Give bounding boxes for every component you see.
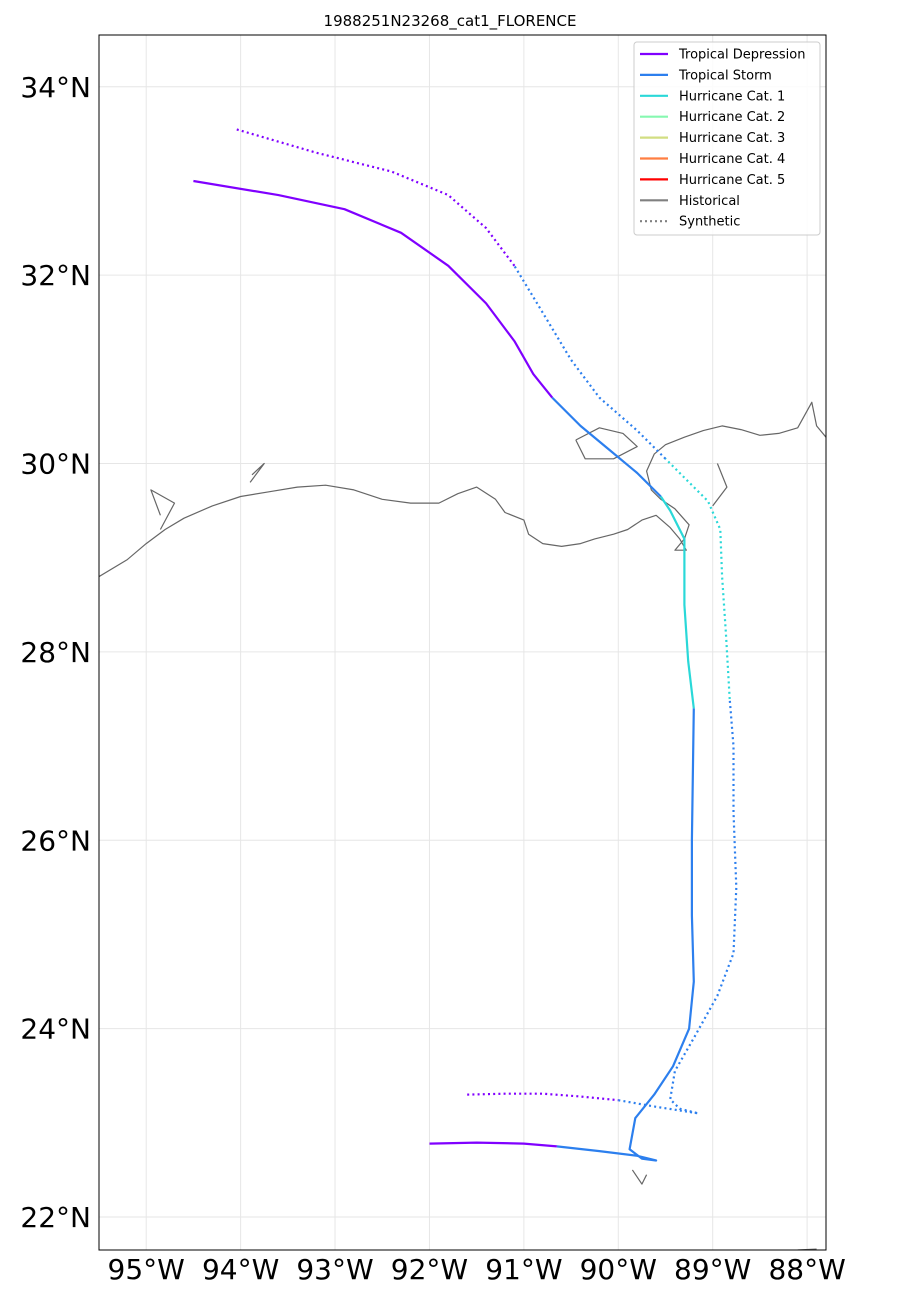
coastline [713, 464, 727, 506]
coastline [99, 402, 826, 576]
track-segment-synthetic-cat1 [666, 459, 730, 699]
lat-tick-label: 32°N [20, 259, 91, 292]
lat-tick-label: 26°N [20, 824, 91, 857]
lon-tick-label: 95°W [108, 1253, 185, 1286]
lat-tick-label: 22°N [20, 1201, 91, 1234]
legend-label: Hurricane Cat. 1 [679, 89, 785, 104]
lon-tick-label: 92°W [391, 1253, 468, 1286]
lat-tick-label: 24°N [20, 1013, 91, 1046]
lon-tick-label: 90°W [580, 1253, 657, 1286]
legend-label: Tropical Depression [678, 48, 805, 63]
track-segment-historical-tropical_storm [552, 398, 661, 497]
track-segment-historical-tropical_storm [557, 708, 694, 1160]
track-segment-historical-cat1 [661, 497, 694, 709]
lon-tick-label: 93°W [296, 1253, 373, 1286]
track-synthetic [236, 129, 736, 1113]
coastline [576, 428, 637, 459]
coastlines [99, 402, 826, 1250]
lon-tick-label: 88°W [768, 1253, 845, 1286]
track-segment-historical-tropical_depression [193, 181, 552, 398]
track-segment-synthetic-tropical_depression [467, 1094, 618, 1101]
track-segment-synthetic-tropical_storm [514, 266, 665, 459]
coastline [250, 464, 264, 483]
legend-label: Hurricane Cat. 5 [679, 173, 785, 188]
legend-label: Hurricane Cat. 2 [679, 110, 785, 125]
lon-tick-label: 89°W [674, 1253, 751, 1286]
legend-label: Synthetic [679, 215, 740, 230]
legend-label: Hurricane Cat. 4 [679, 152, 785, 167]
lat-tick-label: 28°N [20, 636, 91, 669]
track-segment-historical-tropical_depression [430, 1143, 557, 1147]
axis-tick-labels: 95°W 94°W 93°W 92°W 91°W 90°W 89°W 88°W 22°N 24°N… [20, 71, 845, 1286]
lat-tick-label: 34°N [20, 71, 91, 104]
coastline [632, 1170, 646, 1184]
legend: Tropical Depression Tropical Storm Hurrica… [634, 42, 820, 235]
lat-tick-label: 30°N [20, 448, 91, 481]
legend-label: Historical [679, 194, 740, 209]
lon-tick-label: 94°W [202, 1253, 279, 1286]
coastline [151, 490, 175, 530]
legend-label: Tropical Storm [678, 68, 772, 83]
track-segment-synthetic-tropical_depression [236, 129, 515, 266]
track-segment-synthetic-tropical_storm [618, 699, 736, 1113]
legend-label: Hurricane Cat. 3 [679, 131, 785, 146]
storm-tracks [193, 129, 736, 1160]
lon-tick-label: 91°W [485, 1253, 562, 1286]
